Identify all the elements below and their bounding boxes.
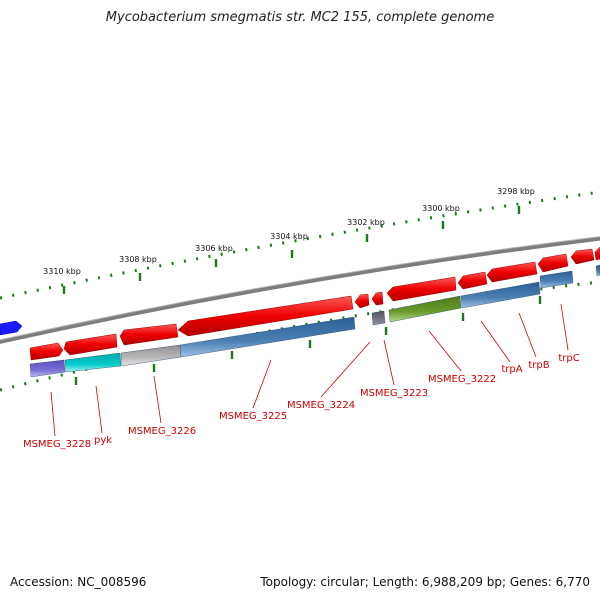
gene-arrow[interactable]: [29, 342, 64, 361]
feature-band[interactable]: [120, 344, 182, 367]
outer-major-ticks: [62, 206, 521, 294]
red-gene-track: [29, 246, 600, 361]
gene-arrow[interactable]: [119, 323, 179, 346]
scale-label-3302: 3302 kbp: [347, 218, 385, 227]
gene-label-trpc[interactable]: trpC: [558, 353, 579, 364]
gene-arrow[interactable]: [177, 295, 354, 337]
feature-track: [29, 264, 600, 378]
gene-arrow[interactable]: [457, 271, 488, 290]
gene-label-msmeg-3222[interactable]: MSMEG_3222: [428, 374, 496, 385]
feature-band[interactable]: [539, 270, 574, 289]
gene-label-msmeg-3223[interactable]: MSMEG_3223: [360, 388, 428, 399]
feature-band[interactable]: [460, 281, 541, 309]
inner-major-ticks: [74, 296, 542, 385]
gene-arrow[interactable]: [371, 291, 384, 306]
scale-label-3310: 3310 kbp: [43, 267, 81, 276]
scale-label-3300: 3300 kbp: [422, 204, 460, 213]
scale-label-3308: 3308 kbp: [119, 255, 157, 264]
gene-label-pyk[interactable]: pyk: [94, 435, 112, 446]
feature-band[interactable]: [595, 264, 600, 277]
accession-text: Accession: NC_008596: [10, 575, 147, 589]
genome-summary-text: Topology: circular; Length: 6,988,209 bp…: [260, 575, 590, 589]
feature-band[interactable]: [179, 316, 356, 358]
gene-label-msmeg-3224[interactable]: MSMEG_3224: [287, 400, 355, 411]
label-connectors: [50, 303, 569, 437]
gene-arrow[interactable]: [570, 248, 595, 265]
gene-arrow[interactable]: [594, 246, 600, 261]
feature-band[interactable]: [29, 359, 66, 378]
gene-label-msmeg-3225[interactable]: MSMEG_3225: [219, 411, 287, 422]
scale-label-3306: 3306 kbp: [195, 244, 233, 253]
genome-backbone-highlight: [0, 236, 600, 341]
scale-label-3298: 3298 kbp: [497, 187, 535, 196]
feature-band[interactable]: [388, 295, 462, 323]
gene-arrow[interactable]: [63, 333, 118, 356]
gene-label-trpb[interactable]: trpB: [528, 360, 549, 371]
map-title: Mycobacterium smegmatis str. MC2 155, co…: [105, 10, 495, 25]
gene-arrow[interactable]: [486, 261, 538, 283]
gene-label-msmeg-3228[interactable]: MSMEG_3228: [23, 439, 91, 450]
gene-labels: MSMEG_3228 pyk MSMEG_3226 MSMEG_3225 MSM…: [23, 353, 580, 450]
scale-label-3304: 3304 kbp: [270, 232, 308, 241]
gene-arrow[interactable]: [354, 293, 370, 309]
gene-arrow[interactable]: [386, 276, 457, 302]
gene-label-trpa[interactable]: trpA: [501, 364, 522, 375]
gene-arrow[interactable]: [537, 253, 569, 273]
genome-backbone: [0, 236, 600, 344]
feature-band[interactable]: [64, 352, 122, 373]
gene-label-msmeg-3226[interactable]: MSMEG_3226: [128, 426, 196, 437]
scale-labels: 3310 kbp 3308 kbp 3306 kbp 3304 kbp 3302…: [43, 187, 535, 276]
feature-band[interactable]: [371, 310, 386, 326]
reverse-gene-arrow-left[interactable]: [0, 320, 23, 336]
